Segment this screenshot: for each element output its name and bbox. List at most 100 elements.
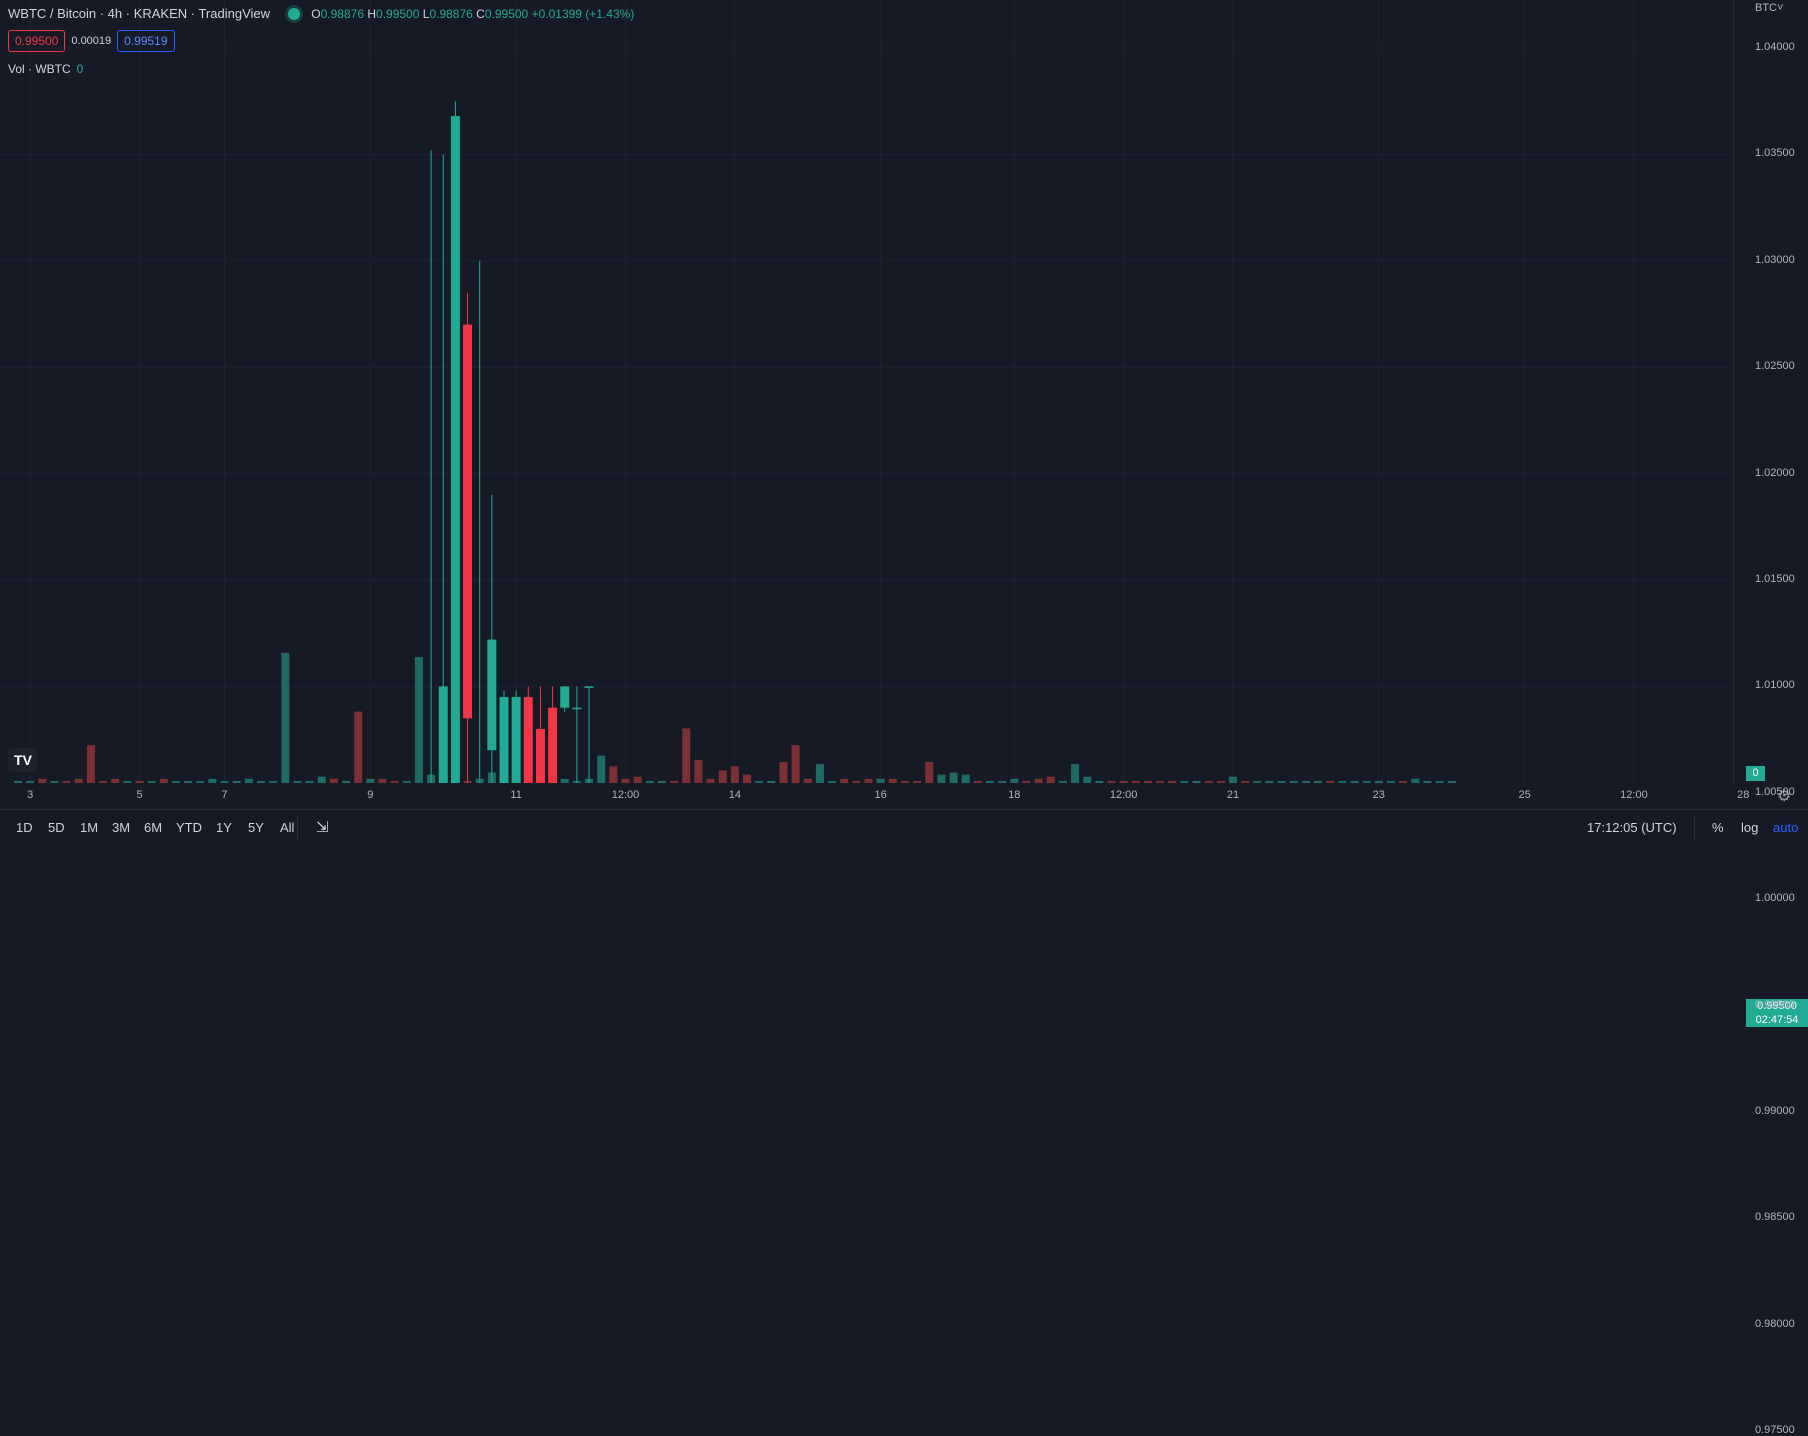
date-range-icon[interactable]: ⇲ — [316, 819, 329, 836]
range-1y[interactable]: 1Y — [216, 820, 232, 835]
volume-bar — [342, 780, 351, 783]
volume-bar — [973, 780, 982, 783]
volume-bar — [937, 774, 946, 783]
volume-bar — [657, 780, 666, 783]
volume-bar — [645, 780, 654, 783]
price-tick-label: 1.01000 — [1755, 679, 1795, 692]
volume-bar — [1107, 780, 1116, 783]
volume-bar — [621, 778, 630, 783]
volume-legend[interactable]: Vol · WBTC 0 — [8, 62, 83, 76]
volume-bar — [184, 780, 193, 783]
volume-bar — [1362, 780, 1371, 783]
price-tick-label: 1.00000 — [1755, 892, 1795, 905]
candle-body — [584, 686, 594, 688]
volume-bar — [1326, 780, 1335, 783]
time-tick-label: 12:00 — [1620, 789, 1648, 801]
volume-bar — [208, 778, 217, 783]
volume-bar — [354, 711, 363, 783]
volume-bar — [998, 780, 1007, 783]
time-tick-label: 14 — [728, 789, 741, 801]
volume-bar — [986, 780, 994, 783]
range-6m[interactable]: 6M — [144, 820, 163, 835]
volume-bar — [159, 778, 168, 783]
volume-bar — [1156, 780, 1165, 783]
volume-bar — [366, 778, 375, 783]
volume-bar — [123, 780, 132, 783]
volume-bar — [694, 759, 703, 783]
volume-bar — [706, 778, 715, 783]
volume-bar — [803, 778, 812, 783]
volume-bar — [609, 766, 618, 783]
volume-bar — [1289, 780, 1298, 783]
volume-bar — [1265, 780, 1274, 783]
time-tick-label: 23 — [1372, 789, 1385, 801]
candle-body — [535, 728, 545, 783]
clock-time[interactable]: 17:12:05 (UTC) — [1587, 820, 1677, 835]
volume-bar — [828, 780, 837, 783]
market-status-icon[interactable] — [287, 8, 300, 20]
currency-selector[interactable]: BTC˅ — [1755, 2, 1784, 14]
volume-bar — [1034, 778, 1043, 783]
log-toggle[interactable]: log — [1741, 820, 1759, 835]
spread-value: 0.00019 — [71, 35, 112, 47]
price-axis[interactable] — [1733, 0, 1808, 783]
volume-bar — [840, 778, 849, 783]
tradingview-logo-icon[interactable]: TV — [8, 748, 38, 772]
candle-body — [450, 116, 460, 783]
volume-tag: 0 — [1746, 766, 1765, 781]
volume-bar — [1411, 778, 1420, 783]
volume-bar — [1192, 780, 1201, 783]
price-tick-label: 0.99000 — [1755, 1105, 1795, 1117]
chart-header: WBTC / Bitcoin · 4h · KRAKEN · TradingVi… — [8, 6, 638, 21]
volume-bar — [1095, 780, 1104, 783]
ohlc-readout: O0.98876 H0.99500 L0.98876 C0.99500 +0.0… — [311, 7, 635, 21]
volume-bar — [220, 780, 229, 783]
volume-bar — [196, 780, 205, 783]
range-1d[interactable]: 1D — [16, 820, 33, 835]
time-tick-label: 9 — [367, 789, 374, 801]
price-tick-label: 1.03000 — [1755, 253, 1795, 266]
range-ytd[interactable]: YTD — [176, 820, 202, 835]
volume-bar — [961, 774, 970, 783]
candle-body — [548, 707, 558, 783]
volume-bar — [1119, 780, 1128, 783]
settings-gear-icon[interactable]: ⚙ — [1777, 788, 1792, 805]
percent-toggle[interactable]: % — [1712, 820, 1724, 835]
volume-bar — [791, 745, 800, 783]
range-5d[interactable]: 5D — [48, 820, 65, 835]
candle-body — [511, 697, 521, 783]
sell-button[interactable]: 0.99500 — [8, 30, 66, 52]
volume-bar — [1241, 780, 1250, 783]
volume-bar — [1010, 778, 1019, 783]
range-all[interactable]: All — [280, 820, 295, 835]
buy-button[interactable]: 0.99519 — [117, 30, 175, 52]
volume-bar — [135, 780, 144, 783]
range-1m[interactable]: 1M — [80, 820, 99, 835]
volume-bar — [26, 780, 35, 783]
candlestick-chart[interactable] — [0, 0, 1733, 783]
volume-bar — [232, 780, 241, 783]
time-tick-label: 25 — [1518, 789, 1531, 801]
price-tick-label: 0.98500 — [1755, 1211, 1795, 1224]
price-tick-label: 0.99500 — [1755, 998, 1795, 1011]
volume-bar — [171, 780, 180, 783]
volume-bar — [925, 762, 934, 783]
time-tick-label: 12:00 — [1109, 789, 1138, 801]
candle-body — [438, 686, 448, 783]
volume-bar — [1374, 780, 1383, 783]
time-tick-label: 28 — [1737, 789, 1750, 801]
volume-bar — [633, 776, 642, 783]
volume-value: 0 — [76, 62, 84, 76]
bottom-toolbar: 1D 5D 1M 3M 6M YTD 1Y 5Y All ⇲ 17:12:05 (UTC) % … — [0, 809, 1808, 846]
symbol-title[interactable]: WBTC / Bitcoin · 4h · KRAKEN · TradingVi… — [8, 6, 271, 21]
auto-toggle[interactable]: auto — [1773, 820, 1799, 835]
volume-bar — [730, 766, 739, 783]
price-tick-label: 0.98000 — [1755, 1317, 1795, 1330]
range-3m[interactable]: 3M — [112, 820, 131, 835]
volume-bar — [1071, 764, 1080, 783]
candle-body — [523, 697, 533, 783]
time-axis[interactable]: 3 5 7 9 11 12:00 14 16 18 12:00 21 23 25 12:00 28 — [0, 783, 1808, 809]
range-5y[interactable]: 5Y — [248, 820, 264, 835]
volume-bar — [743, 774, 751, 783]
volume-bar — [1083, 776, 1092, 783]
